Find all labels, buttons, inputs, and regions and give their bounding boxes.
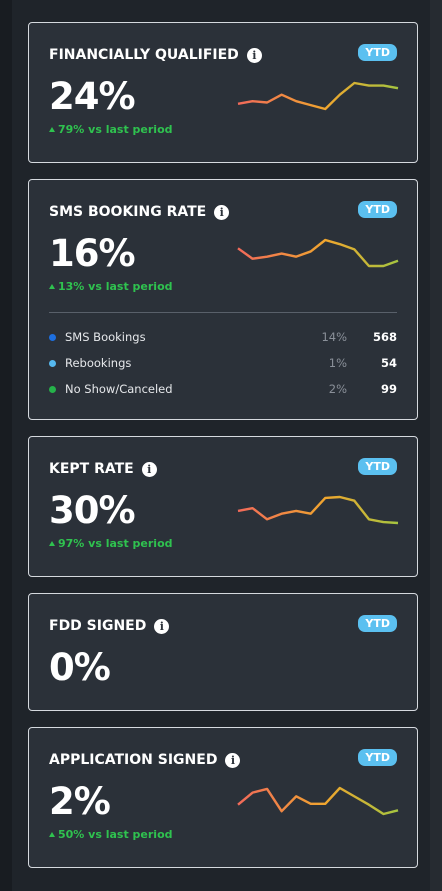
sparkline bbox=[237, 495, 399, 525]
info-icon: i bbox=[225, 752, 241, 768]
breakdown-count: 568 bbox=[372, 330, 397, 344]
change-row: 97% vs last period bbox=[49, 537, 173, 550]
info-icon: i bbox=[154, 618, 170, 634]
change-text: 50% vs last period bbox=[58, 828, 173, 841]
legend-dot bbox=[49, 386, 56, 393]
up-arrow bbox=[49, 832, 55, 837]
card-title-row: FDD SIGNED i bbox=[49, 618, 170, 634]
up-arrow bbox=[49, 284, 55, 289]
period-badge: YTD bbox=[358, 201, 397, 218]
period-badge: YTD bbox=[358, 44, 397, 61]
card-title: KEPT RATE bbox=[49, 461, 134, 477]
legend-dot bbox=[49, 334, 56, 341]
period-badge: YTD bbox=[358, 749, 397, 766]
sparkline bbox=[237, 81, 399, 111]
metric-value: 24% bbox=[49, 75, 136, 118]
card-title-row: KEPT RATE i bbox=[49, 461, 157, 477]
card-title: SMS BOOKING RATE bbox=[49, 204, 207, 220]
metric-card: KEPT RATE i YTD 30% 97% vs last period bbox=[28, 436, 418, 577]
scrollbar-area bbox=[430, 0, 442, 891]
breakdown-count: 54 bbox=[380, 356, 397, 370]
legend-dot bbox=[49, 360, 56, 367]
sparkline-line bbox=[237, 81, 399, 111]
period-badge: YTD bbox=[358, 458, 397, 475]
info-icon: i bbox=[246, 47, 262, 63]
sparkline-line bbox=[237, 238, 399, 268]
sparkline-line bbox=[237, 786, 399, 816]
breakdown-label: SMS Bookings bbox=[65, 330, 146, 344]
metric-card: FINANCIALLY QUALIFIED i YTD 24% 79% vs last … bbox=[28, 22, 418, 163]
metric-value: 30% bbox=[49, 489, 136, 532]
card-title-row: APPLICATION SIGNED i bbox=[49, 752, 241, 768]
card-title: FDD SIGNED bbox=[49, 618, 147, 634]
change-text: 13% vs last period bbox=[58, 280, 173, 293]
breakdown-percent: 1% bbox=[328, 356, 347, 370]
breakdown-percent: 2% bbox=[328, 382, 347, 396]
metric-value: 16% bbox=[49, 232, 136, 275]
breakdown-label: No Show/Canceled bbox=[65, 382, 173, 396]
up-arrow bbox=[49, 127, 55, 132]
change-row: 13% vs last period bbox=[49, 280, 173, 293]
change-text: 79% vs last period bbox=[58, 123, 173, 136]
change-text: 97% vs last period bbox=[58, 537, 173, 550]
card-title-row: SMS BOOKING RATE i bbox=[49, 204, 230, 220]
sparkline bbox=[237, 786, 399, 816]
info-icon: i bbox=[214, 204, 230, 220]
card-title: FINANCIALLY QUALIFIED bbox=[49, 47, 239, 63]
metric-card: SMS BOOKING RATE i YTD 16% 13% vs last perio… bbox=[28, 179, 418, 420]
metric-card: APPLICATION SIGNED i YTD 2% 50% vs last peri… bbox=[28, 727, 418, 868]
breakdown-row: No Show/Canceled 2% 99 bbox=[49, 382, 397, 398]
change-row: 50% vs last period bbox=[49, 828, 173, 841]
metric-value: 2% bbox=[49, 780, 111, 823]
up-arrow bbox=[49, 541, 55, 546]
sparkline-line bbox=[237, 495, 399, 525]
sidebar-edge bbox=[0, 0, 12, 891]
breakdown-row: SMS Bookings 14% 568 bbox=[49, 330, 397, 346]
card-title-row: FINANCIALLY QUALIFIED i bbox=[49, 47, 262, 63]
breakdown-count: 99 bbox=[380, 382, 397, 396]
divider bbox=[49, 312, 397, 313]
metric-card: FDD SIGNED i YTD 0% bbox=[28, 593, 418, 711]
sparkline bbox=[238, 675, 398, 677]
card-list: FINANCIALLY QUALIFIED i YTD 24% 79% vs last … bbox=[28, 22, 418, 868]
change-row: 79% vs last period bbox=[49, 123, 173, 136]
metric-value: 0% bbox=[49, 646, 111, 689]
breakdown-label: Rebookings bbox=[65, 356, 132, 370]
info-icon: i bbox=[141, 461, 157, 477]
breakdown-row: Rebookings 1% 54 bbox=[49, 356, 397, 372]
breakdown-percent: 14% bbox=[321, 330, 347, 344]
period-badge: YTD bbox=[358, 615, 397, 632]
card-title: APPLICATION SIGNED bbox=[49, 752, 218, 768]
sparkline bbox=[237, 238, 399, 268]
